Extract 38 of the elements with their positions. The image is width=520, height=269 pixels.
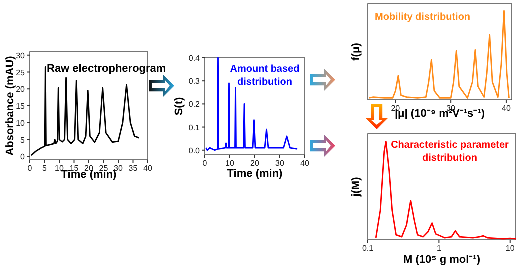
y-tick-label: 0.0 — [188, 146, 201, 156]
x-tick-label: 40 — [300, 159, 310, 168]
y-tick-label: 25 — [16, 68, 26, 78]
y-tick-label: 0 — [20, 152, 26, 162]
y-tick-label: 30 — [16, 51, 26, 60]
y-tick-label: 0.3 — [188, 77, 201, 86]
x-tick-label: 0.1 — [362, 244, 374, 253]
x-tick-label: 10 — [226, 159, 235, 168]
x-tick-label: 1 — [436, 244, 442, 253]
x-tick-label: 20 — [84, 164, 94, 173]
x-axis-title: M (10⁵ g mol⁻¹) — [404, 254, 481, 266]
y-tick-label: 0.4 — [188, 54, 201, 63]
y-axis-title: Absorbance (mAU) — [4, 56, 17, 156]
x-tick-label: 40 — [502, 104, 512, 113]
y-tick-label: 10 — [16, 118, 26, 128]
x-tick-label: 35 — [128, 164, 138, 173]
x-tick-label: 40 — [144, 164, 153, 173]
text: Raw electropherogram — [47, 63, 166, 75]
y-axis-title: f(μ) — [350, 42, 363, 61]
chart-title: Mobility distribution — [375, 12, 471, 23]
y-tick-label: 0.1 — [188, 123, 201, 132]
text: Amount based distribution — [230, 64, 300, 88]
y-axis-title: j(M) — [350, 176, 363, 198]
y-tick-label: 20 — [16, 85, 26, 94]
x-tick-label: 25 — [99, 164, 109, 173]
y-tick-label: 0.2 — [188, 100, 201, 110]
x-tick-label: 0 — [28, 164, 33, 173]
y-axis-title: S(t) — [174, 97, 186, 116]
line-series — [206, 57, 298, 152]
x-tick-label: 30 — [114, 164, 124, 173]
x-tick-label: 30 — [276, 159, 285, 168]
text: Characteristic parameter distribution — [391, 140, 510, 164]
x-tick-label: 5 — [42, 164, 48, 173]
x-tick-label: 10 — [506, 244, 516, 253]
y-tick-label: 5 — [20, 136, 26, 145]
x-axis-title: Time (min) — [227, 168, 284, 180]
x-tick-label: 20 — [250, 159, 260, 168]
x-tick-label: 0 — [202, 159, 208, 168]
